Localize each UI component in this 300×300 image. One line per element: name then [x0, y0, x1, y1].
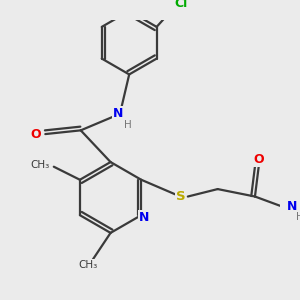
Text: CH₃: CH₃: [79, 260, 98, 270]
Text: N: N: [113, 107, 123, 120]
Text: Cl: Cl: [174, 0, 188, 10]
Text: N: N: [287, 200, 297, 213]
Text: H: H: [296, 212, 300, 222]
Text: O: O: [254, 153, 264, 166]
Text: H: H: [124, 120, 132, 130]
Text: S: S: [176, 190, 185, 203]
Text: O: O: [31, 128, 41, 141]
Text: N: N: [139, 211, 149, 224]
Text: CH₃: CH₃: [31, 160, 50, 170]
